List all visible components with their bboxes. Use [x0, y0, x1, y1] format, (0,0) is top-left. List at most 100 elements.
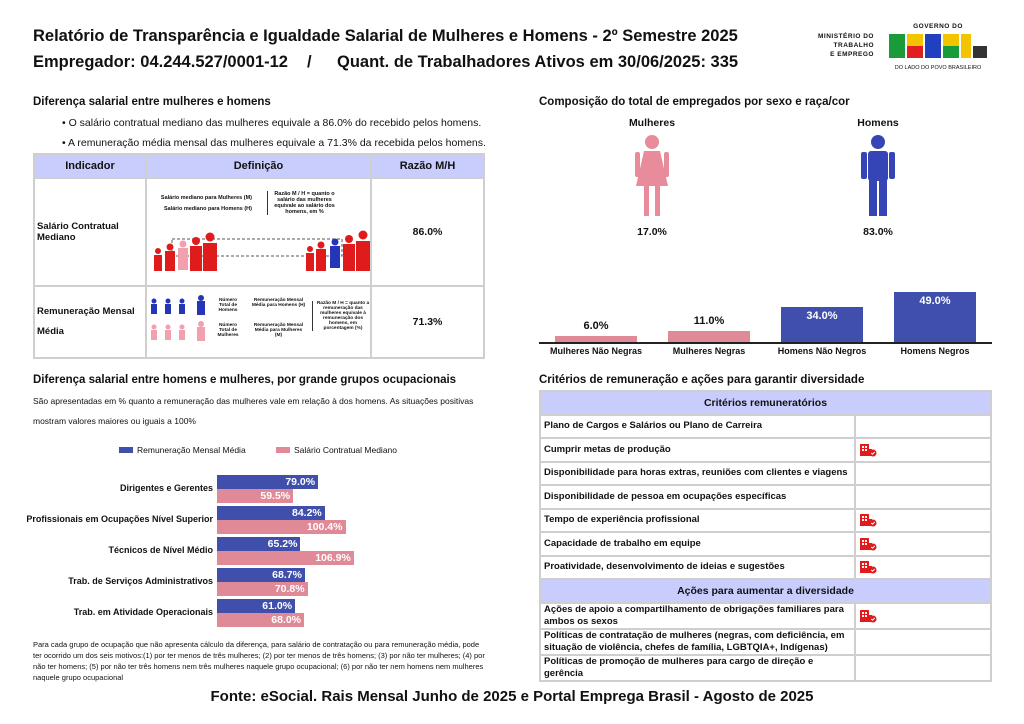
- logo-line: MINISTÉRIO DO: [818, 33, 874, 40]
- government-logo: GOVERNO DO DO LADO DO POVO BRASILEIRO: [887, 23, 989, 71]
- men-pct: 83.0%: [863, 226, 893, 238]
- logo-line: E EMPREGO: [830, 51, 874, 58]
- criterion-label: Ações de apoio a compartilhamento de obr…: [539, 601, 856, 630]
- criterion-label: Plano de Cargos e Salários ou Plano de C…: [539, 413, 856, 439]
- composition-title: Composição do total de empregados por se…: [539, 96, 850, 108]
- indicator: Remuneração Mensal Média: [33, 285, 147, 359]
- bar-remuneracao: 65.2%: [217, 537, 301, 551]
- legend-swatch: [119, 447, 133, 453]
- legend-label: Salário Contratual Mediano: [294, 445, 398, 455]
- bullet: • A remuneração média mensal das mulhere…: [62, 137, 486, 149]
- indicator: Salário Contratual Mediano: [33, 177, 147, 287]
- def-avg-women: Remuneração Mensal Média para Mulheres (…: [253, 323, 304, 338]
- table-row: Ações de apoio a compartilhamento de obr…: [539, 601, 992, 630]
- criterion-label: Políticas de promoção de mulheres para c…: [539, 653, 856, 682]
- occupations-desc: mostram valores maiores ou iguais a 100%: [33, 416, 196, 426]
- def-note: Razão M / H = quanto o salário das mulhe…: [267, 191, 337, 215]
- logo-line: TRABALHO: [833, 42, 874, 49]
- criterion-status: [854, 507, 992, 533]
- def-total-men: Número Total de Homens: [218, 298, 238, 313]
- bar-salario: 106.9%: [217, 551, 354, 565]
- indicator-table: Indicador Definição Razão M/H Salário Cont…: [33, 153, 485, 359]
- bar-value-label: 6.0%: [583, 319, 609, 332]
- source-footer: Fonte: eSocial. Rais Mensal Junho de 202…: [210, 688, 814, 705]
- occupations-desc: São apresentadas em % quanto a remuneraç…: [33, 396, 474, 406]
- definition-average: Número Total de Homens Número Total de M…: [145, 285, 372, 359]
- criterion-label: Tempo de experiência profissional: [539, 507, 856, 533]
- man-figure-icon: [861, 135, 895, 216]
- criterion-status: [854, 554, 992, 580]
- bar-remuneracao: 61.0%: [217, 599, 296, 613]
- criterion-label: Proatividade, desenvolvimento de ideias …: [539, 554, 856, 580]
- category-label: Mulheres Não Negras: [549, 346, 643, 356]
- criterion-status: [854, 601, 992, 630]
- indicator-line: Média: [37, 326, 64, 337]
- woman-figure-icon: [635, 135, 669, 216]
- ministry-logo: MINISTÉRIO DO TRABALHO E EMPREGO: [808, 32, 874, 59]
- legend-blue: Remuneração Mensal Média: [119, 445, 246, 455]
- category-label: Profissionais em Ocupações Nível Superio…: [26, 514, 213, 524]
- table-row: Salário Contratual Mediano Salário media…: [33, 177, 485, 287]
- men-label: Homens: [857, 117, 899, 129]
- def-avg-men: Remuneração Mensal Média para Homens (H): [251, 298, 306, 308]
- category-label: Técnicos de Nível Médio: [108, 545, 213, 555]
- women-label: Mulheres: [628, 117, 676, 129]
- criterion-status: [854, 627, 992, 656]
- criteria-table: Critérios remuneratórios Plano de Cargos …: [539, 390, 992, 682]
- bar-remuneracao: 84.2%: [217, 506, 325, 520]
- company-check-icon: [859, 606, 877, 626]
- company-check-icon: [859, 557, 877, 577]
- bar-value-label: 11.0%: [693, 314, 725, 327]
- separator: /: [307, 53, 312, 71]
- table-row: Políticas de promoção de mulheres para c…: [539, 653, 992, 682]
- def-women: Salário mediano para Mulheres (M): [160, 195, 252, 201]
- table-row: Capacidade de trabalho em equipe: [539, 531, 992, 557]
- criteria-title: Critérios de remuneração e ações para ga…: [539, 374, 865, 386]
- table-row: Disponibilidade de pessoa em ocupações e…: [539, 484, 992, 510]
- criterion-label: Políticas de contratação de mulheres (ne…: [539, 627, 856, 656]
- legend-label: Remuneração Mensal Média: [137, 445, 246, 455]
- table-row: Remuneração Mensal Média Número Total de …: [33, 285, 485, 359]
- criterion-status: [854, 460, 992, 486]
- criterion-status: [854, 437, 992, 463]
- criterion-status: [854, 531, 992, 557]
- def-note: Razão M / H = quanto a remuneração das m…: [312, 301, 370, 331]
- logo-bottom: DO LADO DO POVO BRASILEIRO: [894, 65, 982, 71]
- chart-baseline: [539, 342, 992, 344]
- category-label: Homens Negros: [900, 346, 970, 356]
- pay-gap-title: Diferença salarial entre mulheres e home…: [33, 96, 271, 108]
- bar-remuneracao: 79.0%: [217, 475, 319, 489]
- section-header-row: Critérios remuneratórios: [539, 390, 992, 416]
- bar-2: [781, 307, 863, 342]
- active-workers: Quant. de Trabalhadores Ativos em 30/06/…: [337, 53, 739, 71]
- bar-salario: 100.4%: [217, 520, 346, 534]
- criterion-label: Disponibilidade para horas extras, reuni…: [539, 460, 856, 486]
- ratio-median: 86.0%: [370, 177, 485, 287]
- def-total-women: Número Total de Mulheres: [217, 323, 239, 338]
- table-row: Plano de Cargos e Salários ou Plano de C…: [539, 413, 992, 439]
- category-label: Mulheres Negras: [672, 346, 746, 356]
- company-check-icon: [859, 534, 877, 554]
- bar-salario: 59.5%: [217, 489, 294, 503]
- category-label: Trab. de Serviços Administrativos: [68, 576, 213, 586]
- legend-swatch: [276, 447, 290, 453]
- women-pct: 17.0%: [637, 226, 667, 238]
- ratio-average: 71.3%: [370, 285, 485, 359]
- bar-remuneracao: 68.7%: [217, 568, 305, 582]
- logo-top: GOVERNO DO: [913, 23, 963, 30]
- bar-salario: 68.0%: [217, 613, 305, 627]
- category-label: Trab. em Atividade Operacionais: [73, 607, 213, 617]
- table-row: Disponibilidade para horas extras, reuni…: [539, 460, 992, 486]
- criterion-status: [854, 413, 992, 439]
- bar-1: [668, 330, 750, 342]
- bar-3: [894, 292, 976, 342]
- category-label: Dirigentes e Gerentes: [119, 483, 213, 493]
- section-header: Critérios remuneratórios: [539, 390, 992, 416]
- table-row: Tempo de experiência profissional: [539, 507, 992, 533]
- bar-salario: 70.8%: [217, 582, 308, 596]
- col-ratio: Razão M/H: [370, 153, 485, 179]
- table-row: Políticas de contratação de mulheres (ne…: [539, 627, 992, 656]
- bar-value-label: 49.0%: [919, 295, 951, 308]
- employer-id: Empregador: 04.244.527/0001-12: [33, 53, 288, 71]
- people-average-icon: [151, 295, 205, 341]
